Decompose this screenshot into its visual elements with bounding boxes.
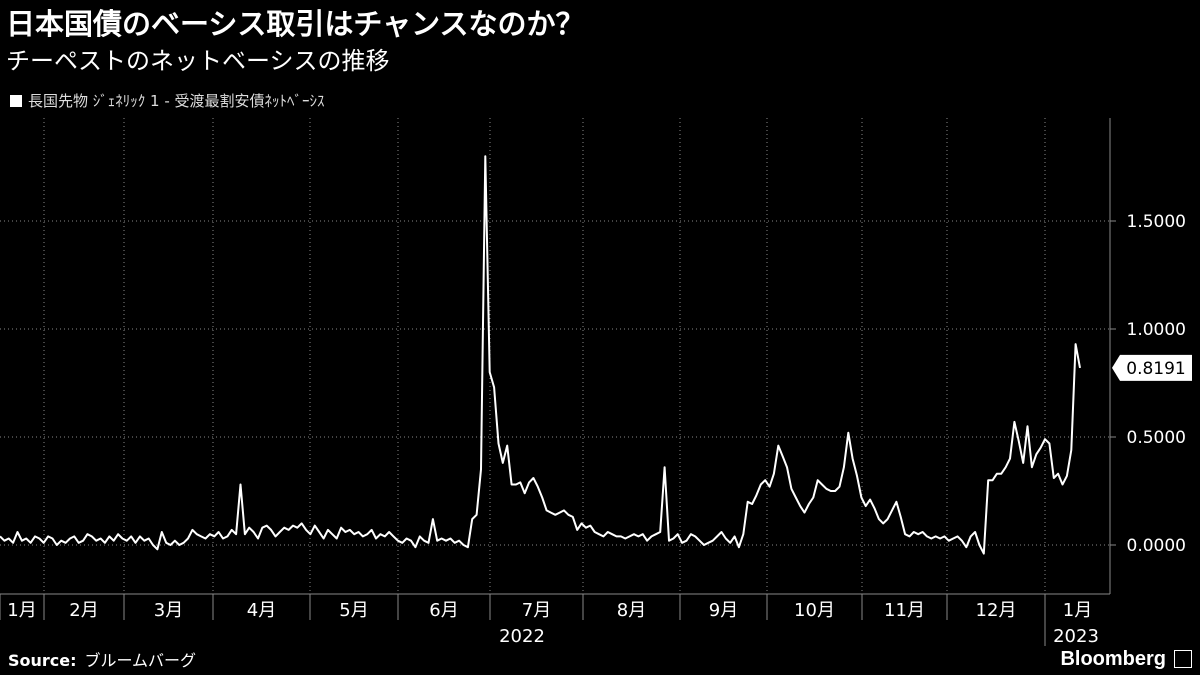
chart-subtitle: チーペストのネットベーシスの推移 — [6, 47, 390, 75]
grid-layer — [0, 118, 1110, 594]
x-tick-label: 4月 — [247, 600, 276, 621]
y-tick-label: 0.0000 — [1127, 536, 1186, 556]
last-value-label: 0.8191 — [1126, 359, 1185, 379]
axis-layer — [0, 118, 1116, 646]
x-tick-label: 7月 — [522, 600, 551, 621]
chart-title: 日本国債のベーシス取引はチャンスなのか？ — [6, 7, 585, 41]
y-tick-label: 1.0000 — [1127, 320, 1186, 340]
x-tick-label: 1月 — [7, 600, 36, 621]
legend-swatch — [10, 95, 22, 107]
y-tick-label: 1.5000 — [1127, 212, 1186, 232]
x-tick-label: 11月 — [884, 600, 925, 621]
line-layer — [0, 155, 1081, 555]
series-line — [0, 155, 1081, 555]
expand-icon — [1174, 650, 1192, 668]
label-layer: 0.0000 0.5000 1.0000 1.5000 1月 2月 3月 4月 5月 6月 7月 8月… — [7, 212, 1192, 647]
chart-legend: 長国先物 ｼﾞｪﾈﾘｯｸ 1 - 受渡最割安債ﾈｯﾄﾍﾞｰｼｽ — [10, 90, 325, 112]
source-note: Source: ブルームバーグ — [8, 650, 196, 672]
x-tick-label: 9月 — [709, 600, 738, 621]
x-tick-label: 8月 — [617, 600, 646, 621]
x-tick-label: 3月 — [154, 600, 183, 621]
legend-label: 長国先物 ｼﾞｪﾈﾘｯｸ 1 - 受渡最割安債ﾈｯﾄﾍﾞｰｼｽ — [28, 92, 325, 110]
x-tick-label: 2月 — [69, 600, 98, 621]
year-label-2022: 2022 — [499, 626, 545, 647]
x-tick-label: 10月 — [794, 600, 835, 621]
year-label-2023: 2023 — [1053, 626, 1099, 647]
x-tick-label: 5月 — [339, 600, 368, 621]
x-tick-label: 1月 — [1063, 600, 1092, 621]
x-tick-label: 12月 — [976, 600, 1017, 621]
bloomberg-logo: Bloomberg — [1060, 648, 1166, 670]
x-tick-label: 6月 — [429, 600, 458, 621]
source-label: Source: — [8, 651, 77, 670]
y-tick-label: 0.5000 — [1127, 428, 1186, 448]
last-value-badge — [1112, 354, 1192, 381]
source-value: ブルームバーグ — [84, 651, 197, 670]
